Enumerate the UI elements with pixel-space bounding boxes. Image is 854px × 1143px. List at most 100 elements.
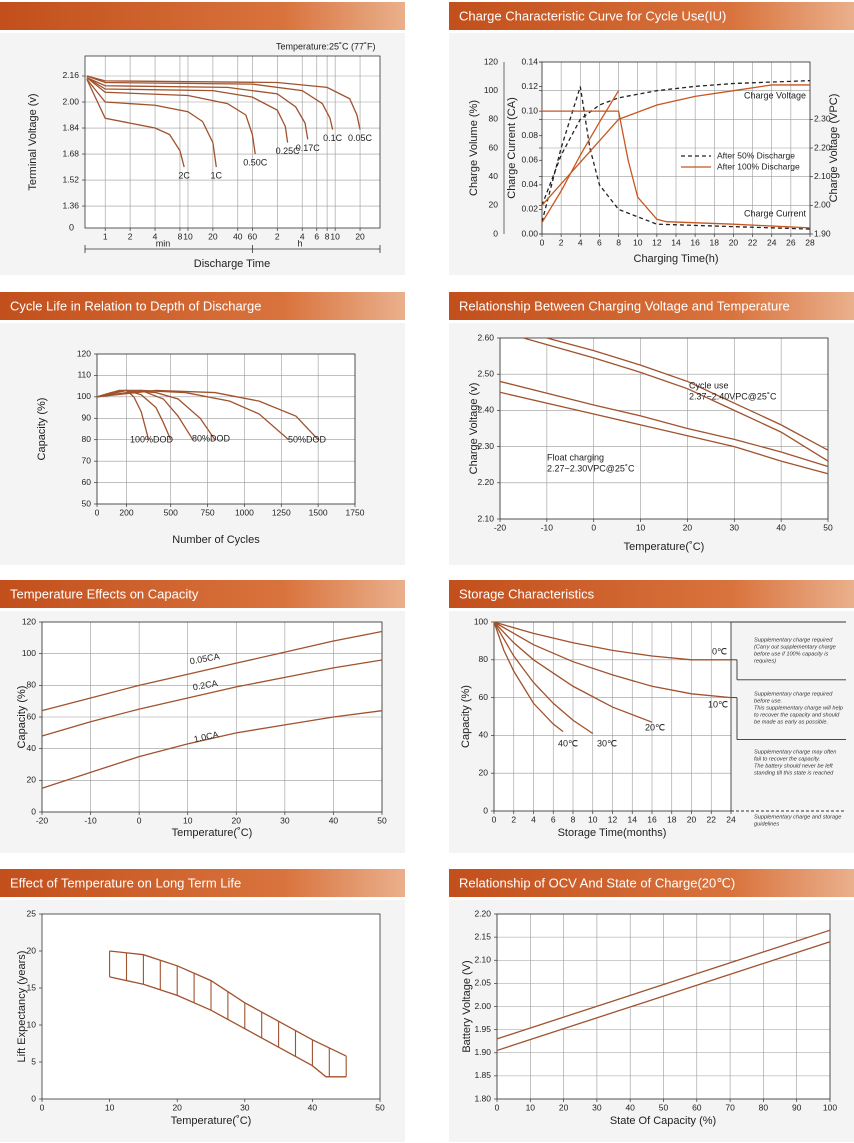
y-tick-label: 110 — [77, 370, 91, 380]
annotation: 2.27~2.30VPC@25˚C — [547, 463, 635, 473]
y-tick-label: 2.30 — [477, 441, 494, 451]
y2-axis-title: Charge Current (CA) — [506, 97, 518, 198]
y-tick-label: 1.84 — [62, 122, 79, 132]
chart-title: Temperature Effects on Capacity — [10, 586, 199, 601]
note-line: This supplementary charge will help — [754, 705, 843, 711]
series-label: 1C — [211, 170, 223, 180]
y-tick-label: 10 — [27, 1019, 37, 1029]
y-tick-label: 60 — [479, 692, 489, 702]
series-line — [86, 77, 309, 140]
series-label: 2C — [178, 170, 190, 180]
y-tick-label: 80 — [82, 434, 92, 444]
y-tick-label: 1.52 — [62, 174, 79, 184]
y-tick-label: 100 — [77, 391, 91, 401]
plot-frame — [41, 621, 383, 813]
x-tick-label: 10 — [183, 231, 193, 241]
series-label: 10℃ — [708, 699, 728, 709]
x-tick-label: 0 — [137, 815, 142, 825]
y-tick-label: 100 — [484, 85, 498, 95]
y-tick-label: 1.80 — [474, 1093, 491, 1103]
x-tick-label: 10 — [183, 815, 193, 825]
series-line — [541, 86, 811, 230]
y3-tick-label: 2.30 — [814, 114, 831, 124]
x-tick-label: 40 — [308, 1102, 318, 1112]
y-axis-title: Capacity (%) — [36, 398, 48, 461]
series-line — [86, 77, 289, 143]
plot-frame — [84, 55, 381, 229]
y-tick-label: 20 — [489, 200, 499, 210]
chart-panel: Effect of Temperature on Long Term Life 0… — [0, 869, 405, 1142]
plot-area — [97, 354, 355, 504]
band-fill — [497, 930, 830, 1051]
legend-label: After 50% Discharge — [717, 150, 795, 160]
y2-tick-label: 0.08 — [521, 130, 538, 140]
x-tick-label: 10 — [330, 231, 340, 241]
chart-title: Relationship Between Charging Voltage an… — [459, 298, 790, 313]
x-tick-label: 20 — [687, 814, 697, 824]
y-tick-label: 120 — [22, 616, 36, 626]
x-tick-label: 40 — [329, 815, 339, 825]
panel-header — [0, 869, 405, 897]
x-axis-title: Number of Cycles — [172, 534, 260, 546]
panel-header — [449, 580, 854, 608]
y-axis-title: Terminal Voltage (v) — [27, 93, 39, 190]
series-line — [496, 929, 831, 1040]
x-tick-label: 18 — [710, 237, 720, 247]
y-tick-label: 20 — [27, 945, 37, 955]
y-tick-label: 2.20 — [474, 908, 491, 918]
x-tick-label: 1750 — [346, 507, 365, 517]
y-tick-label: 40 — [27, 743, 37, 753]
series-label: 0.2CA — [192, 678, 218, 692]
y3-tick-label: 1.90 — [814, 228, 831, 238]
series-label: 0.25C — [276, 146, 301, 156]
plot-area — [85, 56, 380, 228]
panel-header — [449, 869, 854, 897]
y-tick-label: 2.60 — [477, 332, 494, 342]
y-tick-label: 1.68 — [62, 148, 79, 158]
x-tick-label: 20 — [559, 1102, 569, 1112]
y-tick-label: 120 — [77, 348, 91, 358]
x-tick-label: 0 — [492, 814, 497, 824]
y-tick-label: 1.90 — [474, 1047, 491, 1057]
y-tick-label: 0 — [31, 1093, 36, 1103]
y2-tick-label: 0.06 — [521, 155, 538, 165]
series-line — [541, 84, 810, 206]
series-line — [96, 389, 194, 441]
x-axis-title: Storage Time(months) — [558, 827, 667, 839]
x-tick-label: 16 — [647, 814, 657, 824]
x-tick-label: 1 — [103, 231, 108, 241]
y-axis-title: Battery Voltage (V) — [461, 960, 473, 1052]
y-tick-label: 2.05 — [474, 978, 491, 988]
x-tick-label: 18 — [667, 814, 677, 824]
chart-title: Charge Characteristic Curve for Cycle Us… — [459, 8, 726, 23]
series-line — [523, 337, 829, 462]
x-tick-label: 1250 — [272, 507, 291, 517]
x-tick-label: 2 — [559, 237, 564, 247]
y2-tick-label: 0.02 — [521, 204, 538, 214]
x-axis-title: State Of Capacity (%) — [610, 1115, 716, 1127]
series-line — [541, 90, 620, 223]
x-tick-label: 100 — [823, 1102, 837, 1112]
x-tick-label: 1000 — [235, 507, 254, 517]
chart-panel: Relationship Between Charging Voltage an… — [449, 292, 854, 565]
legend-label: After 100% Discharge — [717, 161, 800, 171]
y-tick-label: 40 — [489, 171, 499, 181]
x-axis-title: Charging Time(h) — [634, 253, 719, 265]
series-line — [96, 389, 216, 441]
x-tick-label: 60 — [248, 231, 258, 241]
x-axis-title: Temperature(˚C) — [171, 1115, 252, 1127]
x-tick-label: 6 — [314, 231, 319, 241]
series-line — [496, 941, 831, 1052]
y-tick-label: 0 — [31, 806, 36, 816]
annotation: min — [156, 238, 171, 248]
plot-frame — [496, 913, 831, 1100]
annotation: 0 — [69, 222, 74, 232]
y-tick-label: 2.00 — [474, 1001, 491, 1011]
y-axis-title: Capacity (%) — [16, 686, 28, 749]
note-line: The battery should never be left — [754, 763, 833, 769]
chart-title: Storage Characteristics — [459, 586, 595, 601]
y-tick-label: 90 — [82, 413, 92, 423]
x-tick-label: 14 — [628, 814, 638, 824]
